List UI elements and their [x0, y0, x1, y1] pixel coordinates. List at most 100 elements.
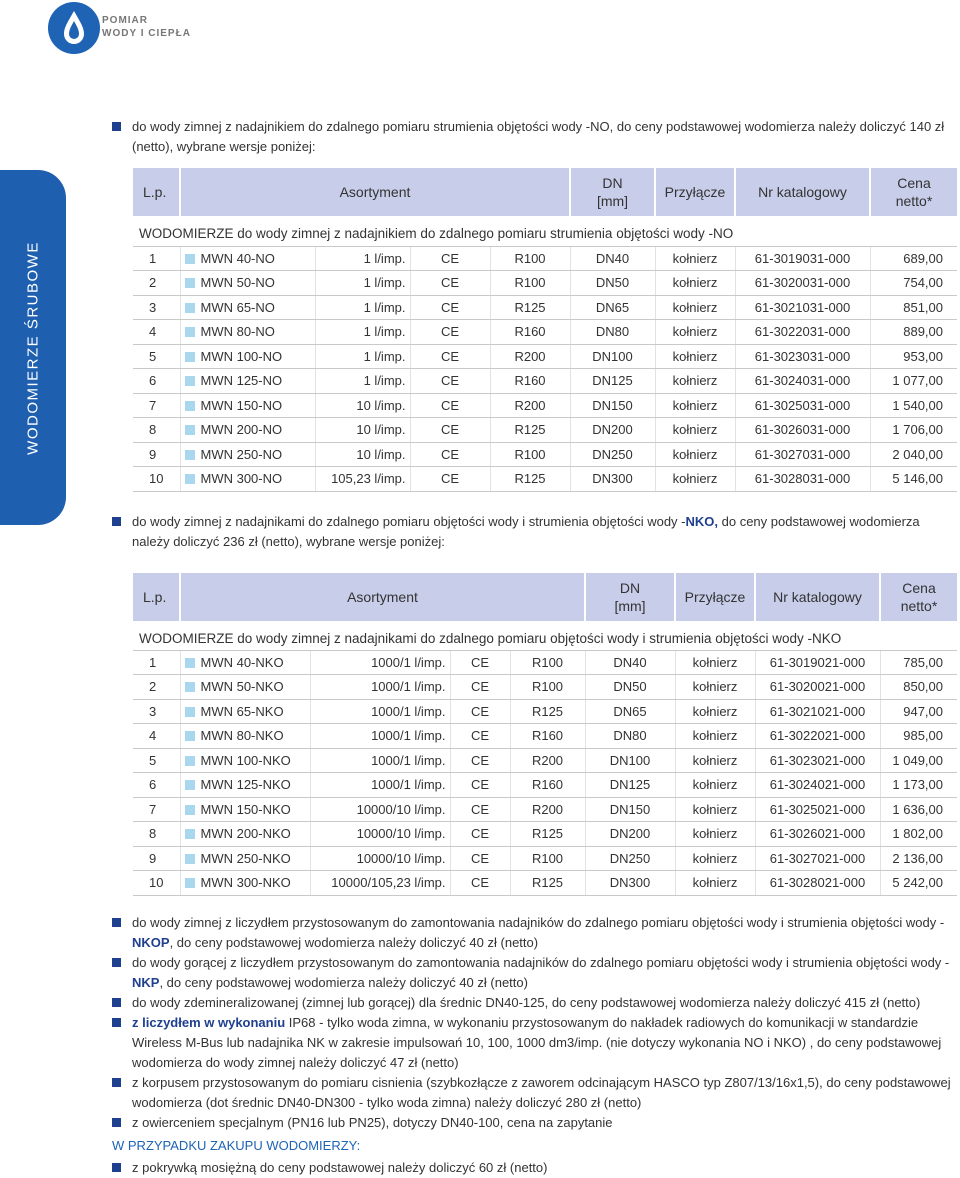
header-cell: L.p.	[133, 573, 180, 621]
cell: 61-3024031-000	[734, 368, 870, 394]
cell: R100	[509, 650, 585, 675]
cell: 1 l/imp.	[314, 319, 410, 345]
text-segment: do wody zimnej z liczydłem przystosowany…	[132, 915, 945, 930]
cell: kołnierz	[654, 270, 735, 296]
brand: POMIAR WODY I CIEPŁA	[102, 14, 191, 40]
cell-text: MWN 300-NO	[200, 471, 283, 487]
cell: DN40	[569, 246, 655, 271]
bullet-text: do wody zdemineralizowanej (zimnej lub g…	[132, 993, 958, 1013]
price-table: L.p. Asortyment DN [mm] Przyłącze Nr katalog…	[133, 168, 957, 492]
row-icon	[184, 474, 195, 485]
cell: MWN 150-NO	[179, 393, 315, 418]
cell: MWN 100-NKO	[179, 748, 310, 773]
cell: kołnierz	[674, 699, 755, 724]
row-icon	[184, 829, 195, 840]
cell: CE	[409, 393, 490, 418]
cell: 61-3026021-000	[754, 821, 880, 847]
cell: MWN 80-NKO	[179, 723, 310, 749]
cell: 61-3020031-000	[734, 270, 870, 296]
cell: 10	[133, 870, 180, 896]
cell: DN125	[569, 368, 655, 394]
cell: kołnierz	[674, 650, 755, 675]
table-row: 8 MWN 200-NKO 10000/10 l/imp. CE R125 DN200 ko…	[133, 821, 957, 847]
cell: 105,23 l/imp.	[314, 466, 410, 492]
text-segment: , do ceny podstawowej wodomierza należy …	[159, 975, 528, 990]
cell: DN250	[569, 442, 655, 467]
row-icon	[184, 253, 195, 264]
cell: CE	[449, 699, 510, 724]
table-row: 5 MWN 100-NO 1 l/imp. CE R200 DN100 kołnierz 61…	[133, 344, 957, 369]
cell: 1 540,00	[869, 393, 957, 418]
cell-text: MWN 100-NKO	[200, 752, 291, 768]
cell: DN250	[584, 846, 675, 871]
cell: 5 146,00	[869, 466, 957, 492]
cell: 1 077,00	[869, 368, 957, 394]
cell: 1	[133, 650, 180, 675]
cell: MWN 40-NKO	[179, 650, 310, 675]
cell-text: MWN 125-NO	[200, 373, 283, 389]
cell: 5 242,00	[879, 870, 957, 896]
cell: 61-3023021-000	[754, 748, 880, 773]
text-segment: z korpusem przystosowanym do pomiaru cis…	[132, 1075, 951, 1110]
cell: 61-3025031-000	[734, 393, 870, 418]
cell: kołnierz	[674, 846, 755, 871]
table-row: 10 MWN 300-NKO 10000/105,23 l/imp. CE R125 DN…	[133, 870, 957, 896]
cell: 1 l/imp.	[314, 270, 410, 296]
row-icon	[184, 780, 195, 791]
cell: DN300	[569, 466, 655, 492]
row-icon	[184, 804, 195, 815]
cell: DN65	[569, 295, 655, 320]
bullet	[112, 1018, 121, 1027]
cell: MWN 65-NO	[179, 295, 315, 320]
cell: CE	[449, 674, 510, 700]
bullet-item: do wody zimnej z liczydłem przystosowany…	[112, 913, 958, 953]
cell: 61-3023031-000	[734, 344, 870, 369]
bullet-text: z owierceniem specjalnym (PN16 lub PN25)…	[132, 1113, 958, 1133]
cell: 1 l/imp.	[314, 246, 410, 271]
table-row: 2 MWN 50-NKO 1000/1 l/imp. CE R100 DN50 kołnie…	[133, 674, 957, 700]
text-segment: do ceny podstawowej wodomierza należy do…	[132, 514, 920, 549]
cell: 10 l/imp.	[314, 417, 410, 443]
row-icon	[184, 853, 195, 864]
cell: 61-3022021-000	[754, 723, 880, 749]
cell-text: MWN 125-NKO	[200, 777, 291, 793]
cell: R160	[489, 368, 570, 394]
cell: CE	[449, 821, 510, 847]
cell: 947,00	[879, 699, 957, 724]
cell: CE	[449, 748, 510, 773]
bullet	[112, 122, 121, 131]
table-row: 3 MWN 65-NO 1 l/imp. CE R125 DN65 kołnierz 61-3…	[133, 295, 957, 320]
text-segment: do wody zdemineralizowanej (zimnej lub g…	[132, 995, 921, 1010]
cell: 1000/1 l/imp.	[309, 650, 450, 675]
table-row: 4 MWN 80-NKO 1000/1 l/imp. CE R160 DN80 kołnie…	[133, 723, 957, 749]
cell: 1 l/imp.	[314, 295, 410, 320]
row-icon	[184, 731, 195, 742]
text-segment: NKP	[132, 975, 160, 990]
cell: R160	[489, 319, 570, 345]
cell: 689,00	[869, 246, 957, 271]
cell: 61-3025021-000	[754, 797, 880, 822]
cell: 7	[133, 393, 180, 418]
text-segment: z owierceniem specjalnym (PN16 lub PN25)…	[132, 1115, 613, 1130]
cell: 61-3022031-000	[734, 319, 870, 345]
cell: 851,00	[869, 295, 957, 320]
bullet-text: do wody zimnej z liczydłem przystosowany…	[132, 913, 958, 953]
caption-row: WODOMIERZE do wody zimnej z nadajnikami …	[133, 621, 957, 651]
cell: CE	[409, 466, 490, 492]
cell: CE	[449, 870, 510, 896]
bullet-item: z pokrywką mosiężną do ceny podstawowej …	[112, 1158, 958, 1178]
bullet-item: do wody gorącej z liczydłem przystosowan…	[112, 953, 958, 993]
bullet-text: do wody zimnej z nadajnikami do zdalnego…	[132, 512, 958, 552]
cell: DN100	[569, 344, 655, 369]
cell: 9	[133, 442, 180, 467]
cell: DN150	[569, 393, 655, 418]
cell: kołnierz	[674, 821, 755, 847]
cell: 10 l/imp.	[314, 393, 410, 418]
cell: kołnierz	[674, 870, 755, 896]
cell: kołnierz	[654, 344, 735, 369]
cell: MWN 40-NO	[179, 246, 315, 271]
cell-text: MWN 80-NKO	[200, 728, 284, 744]
cell-text: MWN 250-NO	[200, 446, 283, 462]
cell: DN40	[584, 650, 675, 675]
cell-text: MWN 40-NKO	[200, 654, 284, 670]
